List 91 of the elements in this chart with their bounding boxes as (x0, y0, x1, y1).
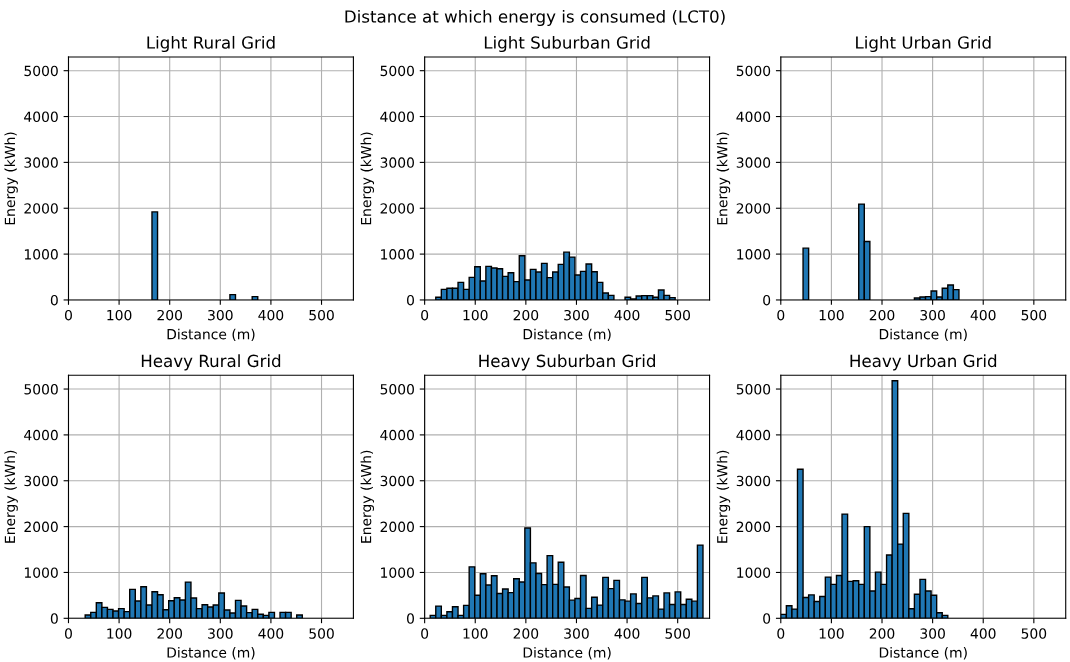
y-tick-label: 1000 (737, 249, 771, 260)
y-tick-label: 1000 (381, 249, 414, 260)
x-tick-label: 400 (614, 309, 640, 321)
y-tick-label: 4000 (24, 429, 58, 441)
y-tick-label: 1000 (381, 567, 414, 578)
x-tick-label: 0 (64, 309, 72, 321)
y-tick-label: 4000 (380, 429, 414, 441)
y-tick-label: 4000 (736, 429, 771, 441)
y-tick-label: 2000 (24, 203, 58, 214)
x-tick-label: 200 (513, 309, 539, 321)
y-tick-label: 2000 (380, 203, 414, 214)
chart-title: Heavy Suburban Grid (479, 354, 655, 371)
y-tick-label: 3000 (736, 475, 771, 487)
x-tick-label: 300 (208, 309, 233, 321)
x-tick-label: 300 (564, 628, 589, 639)
y-tick-label: 4000 (24, 111, 58, 123)
y-axis-title: Energy (kWh) (360, 132, 375, 225)
x-tick-label: 200 (869, 309, 895, 321)
x-tick-label: 300 (920, 309, 945, 321)
x-tick-label: 100 (819, 309, 844, 321)
x-tick-label: 500 (665, 309, 691, 321)
y-tick-label: 5000 (736, 65, 771, 77)
y-tick-label: 1000 (24, 249, 58, 260)
y-tick-label: 5000 (736, 384, 771, 395)
y-tick-label: 4000 (380, 111, 414, 123)
x-axis-title: Distance (m) (879, 647, 967, 660)
x-tick-label: 400 (614, 628, 640, 639)
y-tick-label: 4000 (736, 111, 771, 123)
text: Distance at which energy is consumed (LCT0) (345, 9, 725, 27)
x-tick-label: 300 (564, 309, 589, 321)
x-tick-label: 0 (777, 628, 785, 639)
y-tick-label: 3000 (24, 475, 58, 487)
x-tick-label: 100 (107, 309, 132, 321)
x-tick-label: 300 (208, 628, 233, 639)
y-tick-label: 1000 (737, 567, 771, 578)
x-tick-label: 100 (819, 628, 844, 639)
x-tick-label: 500 (1021, 628, 1047, 639)
chart-title: Heavy Urban Grid (850, 354, 997, 371)
x-axis-title: Distance (m) (879, 328, 967, 342)
y-tick-label: 5000 (380, 384, 414, 395)
y-tick-label: 0 (50, 294, 58, 306)
x-tick-label: 300 (920, 628, 945, 639)
x-tick-label: 500 (665, 628, 691, 639)
x-tick-label: 400 (258, 628, 284, 639)
x-tick-label: 500 (1021, 309, 1047, 321)
y-tick-label: 0 (50, 613, 58, 624)
y-axis-title: Energy (kWh) (4, 132, 18, 225)
y-tick-label: 3000 (380, 157, 414, 168)
x-tick-label: 0 (421, 628, 429, 639)
x-tick-label: 400 (970, 309, 996, 321)
y-tick-label: 5000 (24, 384, 58, 395)
chart-title: Heavy Rural Grid (141, 354, 281, 371)
y-tick-label: 0 (406, 294, 414, 306)
x-tick-label: 100 (463, 628, 488, 639)
chart-title: Light Urban Grid (856, 35, 991, 53)
y-tick-label: 0 (763, 294, 771, 306)
x-tick-label: 500 (309, 309, 334, 321)
x-tick-label: 0 (421, 309, 429, 321)
x-tick-label: 500 (309, 628, 334, 639)
x-axis-title: Distance (m) (523, 647, 611, 660)
chart-title: Light Suburban Grid (484, 35, 650, 53)
y-tick-label: 2000 (380, 521, 414, 533)
x-axis-title: Distance (m) (167, 328, 255, 342)
y-tick-label: 3000 (380, 475, 414, 487)
y-tick-label: 5000 (24, 65, 58, 77)
y-axis-title: Energy (kWh) (4, 450, 18, 543)
x-tick-label: 200 (157, 628, 183, 639)
x-tick-label: 200 (869, 628, 895, 639)
x-axis-title: Distance (m) (167, 647, 255, 660)
y-tick-label: 2000 (736, 521, 771, 533)
x-tick-label: 0 (777, 309, 785, 321)
x-tick-label: 100 (107, 628, 132, 639)
y-tick-label: 5000 (380, 65, 414, 77)
x-axis-title: Distance (m) (523, 328, 611, 342)
x-tick-label: 400 (970, 628, 996, 639)
y-axis-title: Energy (kWh) (716, 450, 731, 543)
x-tick-label: 0 (64, 628, 72, 639)
y-tick-label: 1000 (24, 567, 58, 578)
y-tick-label: 3000 (24, 157, 58, 168)
x-tick-label: 100 (463, 309, 488, 321)
y-tick-label: 2000 (24, 521, 58, 533)
x-tick-label: 200 (513, 628, 539, 639)
y-tick-label: 0 (763, 613, 771, 624)
y-tick-label: 0 (406, 613, 414, 624)
y-axis-title: Energy (kWh) (716, 132, 731, 225)
y-tick-label: 3000 (736, 157, 771, 168)
x-tick-label: 400 (258, 309, 284, 321)
x-tick-label: 200 (157, 309, 183, 321)
y-axis-title: Energy (kWh) (360, 450, 375, 543)
y-tick-label: 2000 (736, 203, 771, 214)
chart-title: Light Rural Grid (147, 35, 275, 53)
